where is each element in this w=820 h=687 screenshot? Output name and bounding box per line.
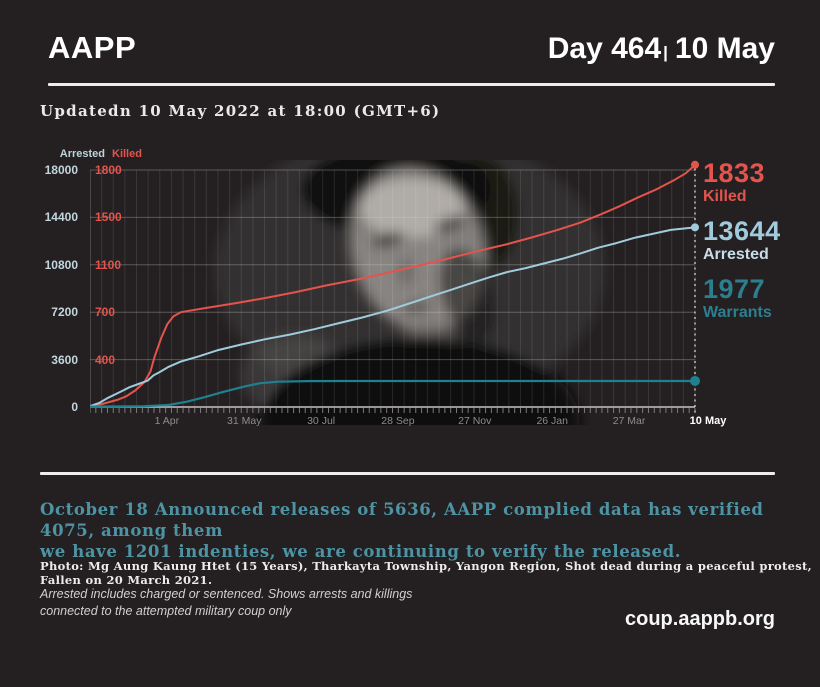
methodology-note: Arrested includes charged or sentenced. … [40,586,412,620]
killed-axis-tick: 400 [95,352,116,367]
website-url: coup.aappb.org [625,608,775,630]
x-axis-tick: 1 Apr [154,415,180,427]
x-axis-minor-ticks [90,408,696,413]
brand-logo: AAPP [48,30,137,65]
left-axis-tick: 14400 [44,210,78,225]
x-axis-tick: 30 Jul [307,415,336,427]
date-label: 10 May [674,32,775,65]
right-axis-title: Killed [112,148,142,160]
left-axis-tick: 7200 [51,305,78,320]
methodology-line2: connected to the attempted military coup… [40,604,292,618]
chart-svg [90,160,700,425]
methodology-line1: Arrested includes charged or sentenced. … [40,587,413,601]
x-axis-tick: 10 May [689,415,727,427]
series-line-warrants [90,379,697,408]
killed-axis-tick: 1800 [95,163,122,177]
callout-label: Arrested [703,246,769,263]
series-endpoint-arrested [691,223,699,232]
killed-axis-tick: 1100 [95,257,122,272]
series-endpoint-warrants [690,375,700,386]
updated-timestamp: Updatedn 10 May 2022 at 18:00 (GMT+6) [40,102,441,120]
callout-value: 1977 [703,274,766,304]
left-axis-tick: 10800 [44,257,78,272]
separator-bar: | [663,43,668,62]
killed-axis-tick: 1500 [95,210,122,225]
day-label: Day 464 [547,32,662,65]
background-photo [215,160,605,425]
x-axis-tick: 27 Nov [458,415,492,427]
photo-credit: Photo: Mg Aung Kaung Htet (15 Years), Th… [40,559,812,587]
callout-label: Killed [703,188,747,205]
callout-label: Warrants [703,304,772,321]
series-line-arrested [90,226,696,408]
x-axis-tick: 27 Mar [612,415,646,427]
left-axis-tick: 0 [71,400,78,414]
day-counter: Day 464 | 10 May [548,32,775,66]
left-axis-tick: 18000 [44,163,78,177]
release-note-line1: October 18 Announced releases of 5636, A… [40,500,764,540]
left-axis-tick: 3600 [51,352,78,367]
grid-lines [90,169,696,407]
footer-divider [40,472,775,475]
callout-value: 1833 [703,158,766,188]
callout-killed: 1833 Killed [703,160,818,205]
callout-warrants: 1977 Warrants [703,276,818,321]
x-axis-tick: 31 May [227,415,262,427]
release-note-line2: we have 1201 indenties, we are continuin… [40,542,682,561]
release-note: October 18 Announced releases of 5636, A… [40,499,780,562]
x-axis-tick: 26 Jan [536,415,568,427]
series-line-killed [90,163,696,408]
header-divider [48,83,775,86]
x-axis-tick: 28 Sep [381,415,415,427]
callout-arrested: 13644 Arrested [703,218,818,263]
left-axis-title: Arrested [59,148,105,160]
chart-callouts: 1833 Killed 13644 Arrested 1977 Warrants [703,160,818,334]
killed-axis-tick: 700 [95,305,116,320]
series-endpoint-killed [691,160,699,169]
callout-value: 13644 [703,216,781,246]
